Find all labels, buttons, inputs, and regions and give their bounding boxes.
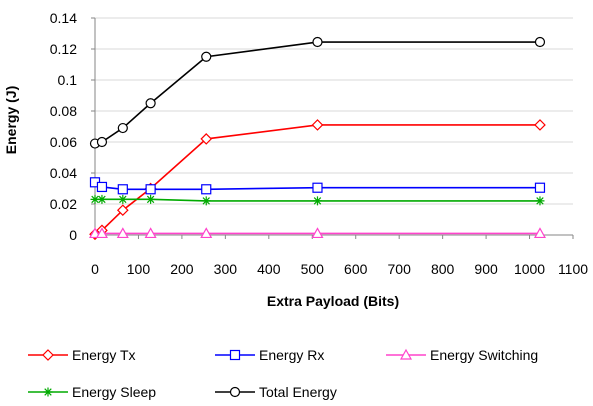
- y-tick-labels: 0 0.02 0.04 0.06 0.08 0.1 0.12 0.14: [50, 10, 77, 243]
- x-tick-label: 400: [257, 261, 281, 277]
- energy-rx-point: [145, 184, 156, 195]
- y-tick-label: 0.08: [50, 103, 77, 119]
- energy-sleep-point: [146, 194, 156, 204]
- energy-sleep-point: [201, 196, 211, 206]
- energy-switching-point: [88, 227, 102, 239]
- legend-marker: [399, 348, 413, 360]
- legend-marker: [229, 349, 241, 361]
- energy-rx-point: [312, 182, 323, 193]
- x-tick-label: 300: [214, 261, 238, 277]
- energy-tx-line: [94, 124, 540, 235]
- energy-sleep-point: [312, 196, 322, 206]
- x-tick-labels: 0 100 200 300 400 500 600 700 800 900 1000 1100: [91, 261, 588, 277]
- y-tick-label: 0.14: [50, 10, 77, 26]
- energy-tx-point: [311, 119, 324, 131]
- x-tick-label: 100: [127, 261, 151, 277]
- legend-marker: [42, 349, 54, 361]
- axes: [91, 17, 574, 239]
- energy-rx-point: [201, 184, 212, 195]
- x-tick-label: 1000: [514, 261, 545, 277]
- legend-label: Energy Sleep: [72, 384, 156, 400]
- series-energy-rx: [89, 177, 546, 195]
- total-energy-point: [117, 122, 128, 134]
- x-tick-label: 0: [91, 261, 99, 277]
- energy-switching-point: [116, 227, 129, 239]
- legend: Energy Tx Energy Rx Energy Switching Energy…: [28, 347, 538, 400]
- legend-item-total-energy: Total Energy: [215, 384, 337, 400]
- series-energy-sleep: [90, 194, 545, 206]
- x-tick-label: 200: [170, 261, 194, 277]
- total-energy-point: [96, 136, 108, 148]
- legend-item-energy-rx: Energy Rx: [215, 347, 324, 363]
- y-tick-label: 0: [69, 227, 77, 243]
- x-tick-label: 900: [474, 261, 498, 277]
- energy-sleep-point: [97, 194, 107, 204]
- total-energy-point: [312, 36, 323, 48]
- legend-item-energy-tx: Energy Tx: [28, 347, 136, 363]
- energy-switching-point: [533, 227, 546, 239]
- energy-switching-point: [144, 227, 157, 239]
- plot-area: [88, 36, 546, 241]
- y-tick-label: 0.06: [50, 134, 77, 150]
- y-tick-label: 0.12: [50, 41, 77, 57]
- energy-switching-point: [200, 227, 213, 239]
- series-energy-switching: [88, 227, 546, 239]
- legend-label: Energy Rx: [259, 347, 324, 363]
- legend-marker: [229, 386, 241, 398]
- total-energy-point: [201, 51, 212, 62]
- x-tick-label: 700: [388, 261, 412, 277]
- legend-label: Energy Switching: [430, 347, 538, 363]
- series-total-energy: [89, 36, 546, 149]
- energy-switching-point: [95, 227, 108, 239]
- gridlines: [95, 17, 573, 236]
- energy-sleep-point: [90, 194, 100, 204]
- total-energy-point: [534, 36, 546, 48]
- energy-rx-point: [534, 182, 546, 193]
- x-axis-title: Extra Payload (Bits): [267, 293, 399, 309]
- energy-rx-point: [96, 181, 108, 193]
- x-tick-label: 1100: [558, 261, 588, 277]
- energy-switching-point: [311, 227, 324, 239]
- legend-item-energy-sleep: Energy Sleep: [28, 384, 156, 400]
- energy-tx-point: [116, 204, 129, 217]
- legend-marker: [43, 387, 53, 397]
- total-energy-point: [145, 98, 156, 109]
- energy-tx-point: [534, 119, 546, 131]
- series-energy-tx: [89, 119, 546, 241]
- y-tick-label: 0.02: [50, 196, 77, 212]
- x-tick-label: 800: [431, 261, 455, 277]
- legend-label: Total Energy: [259, 384, 337, 400]
- y-tick-label: 0.1: [58, 72, 78, 88]
- energy-rx-point: [117, 184, 128, 195]
- y-tick-label: 0.04: [50, 165, 77, 181]
- energy-tx-point: [200, 133, 213, 145]
- x-tick-label: 600: [344, 261, 368, 277]
- energy-sleep-point: [535, 196, 545, 206]
- y-axis-title: Energy (J): [3, 86, 19, 154]
- legend-item-energy-switching: Energy Switching: [386, 347, 538, 363]
- legend-label: Energy Tx: [72, 347, 136, 363]
- x-tick-label: 500: [301, 261, 325, 277]
- energy-sleep-point: [118, 194, 128, 204]
